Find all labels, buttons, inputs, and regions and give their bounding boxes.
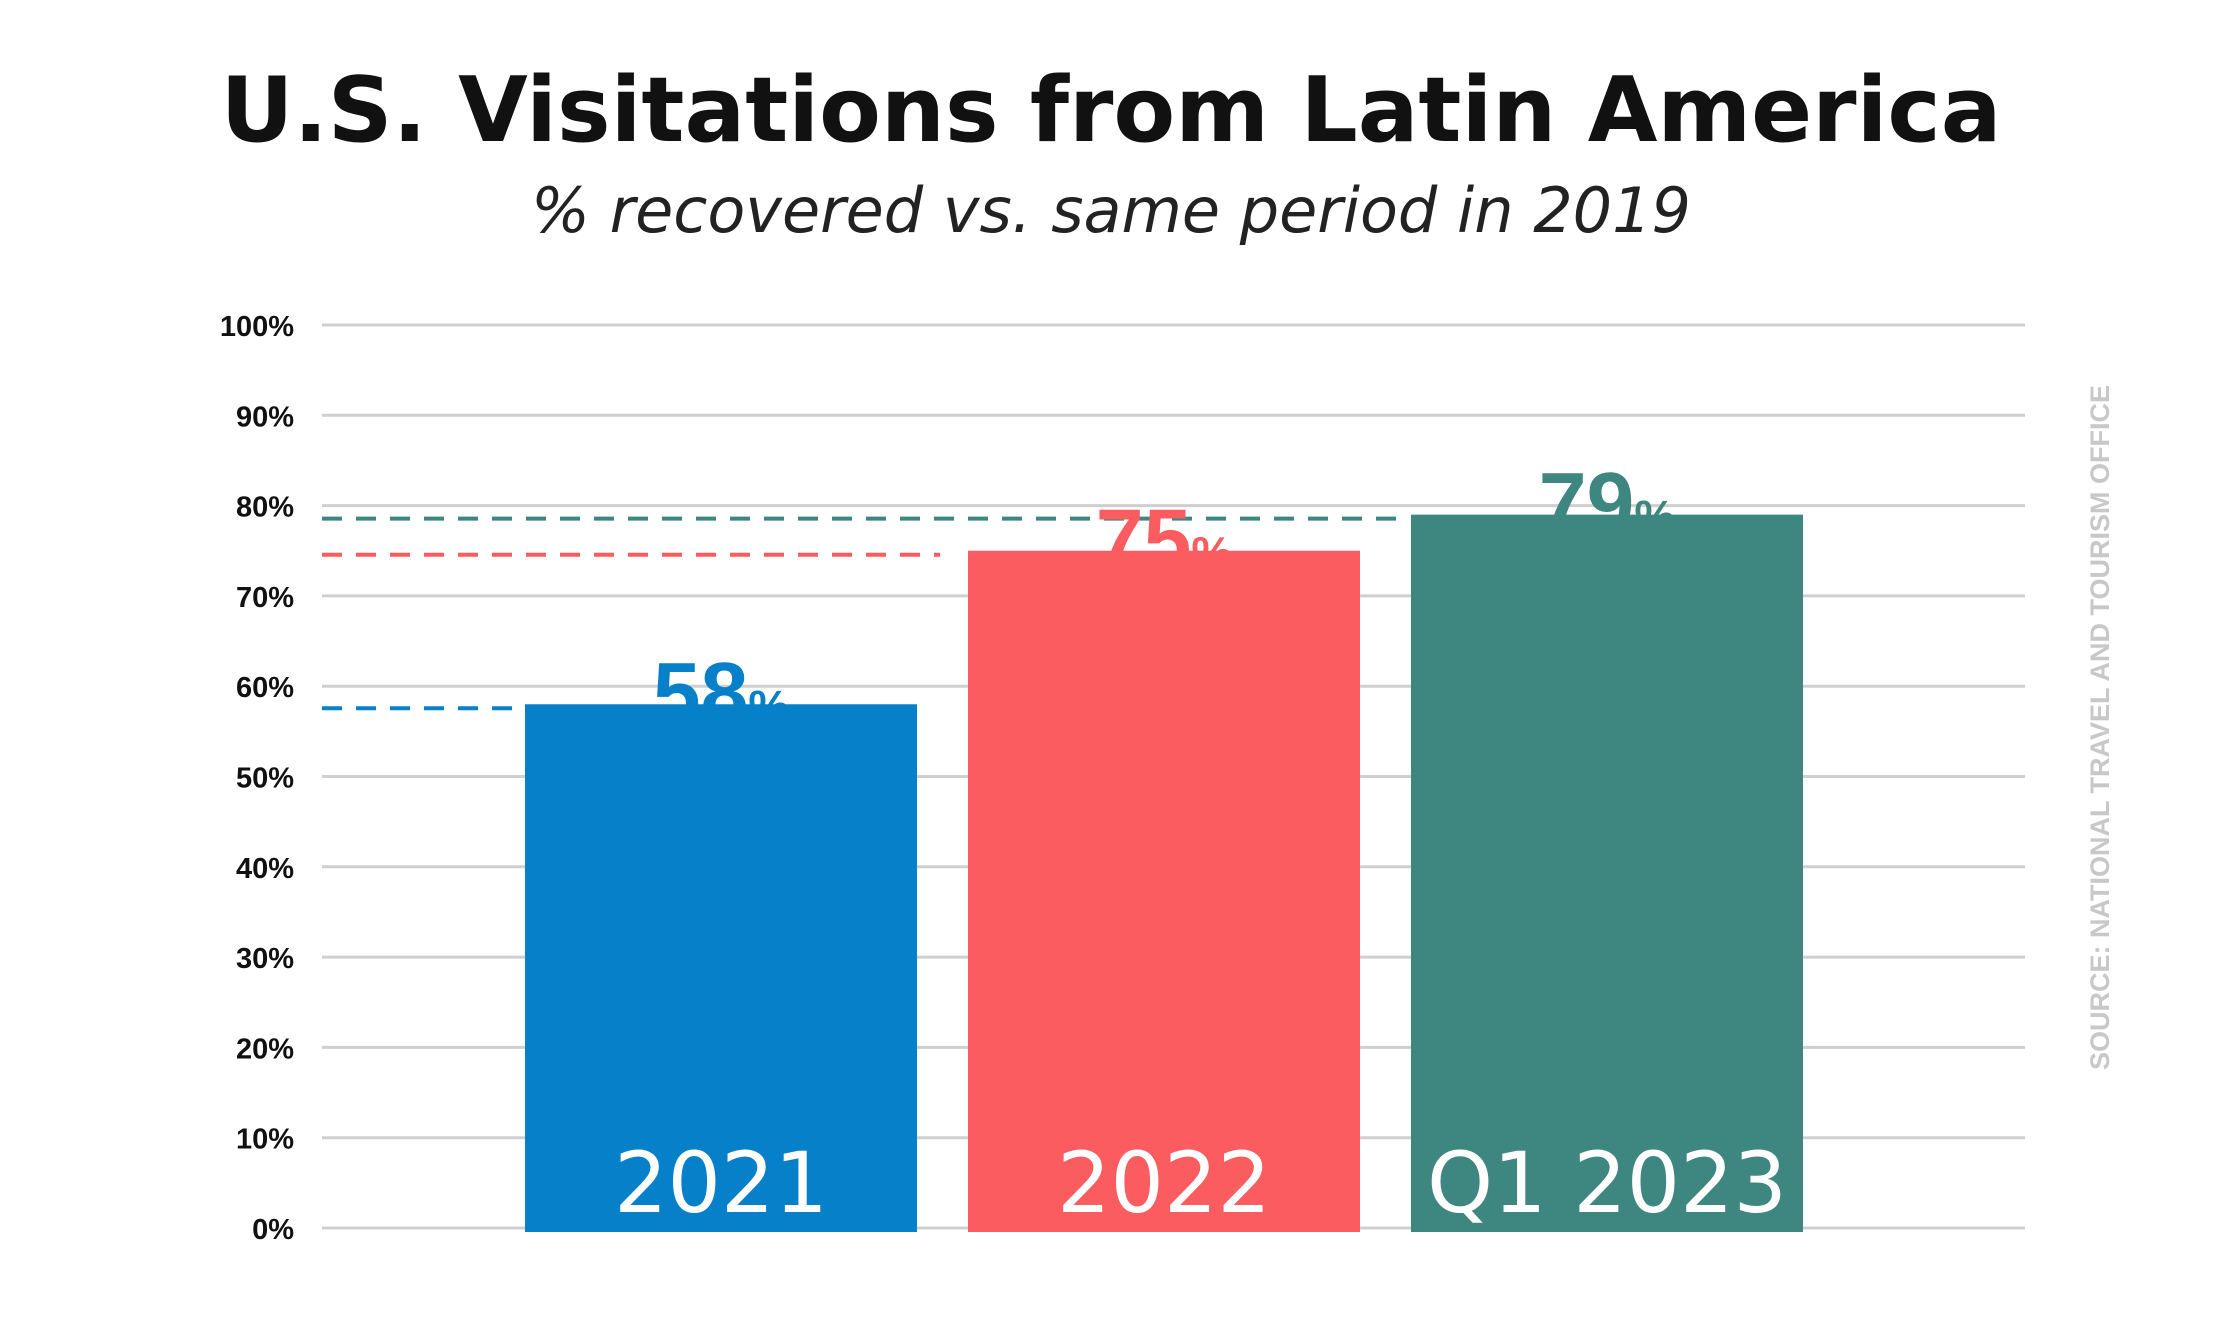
y-tick-label: 50% xyxy=(236,763,294,795)
y-tick-label: 60% xyxy=(236,672,294,704)
y-tick-label: 20% xyxy=(236,1033,294,1065)
bar xyxy=(968,550,1360,1232)
value-label: 79% xyxy=(1539,456,1676,552)
y-tick-label: 30% xyxy=(236,943,294,975)
source-note: SOURCE: NATIONAL TRAVEL AND TOURISM OFFI… xyxy=(2085,384,2115,1070)
chart-subtitle: % recovered vs. same period in 2019 xyxy=(531,174,1691,247)
bars xyxy=(525,514,1803,1232)
value-label-suffix: % xyxy=(748,680,789,732)
value-label-number: 75 xyxy=(1096,492,1192,588)
value-label-number: 58 xyxy=(653,645,749,741)
category-label: 2021 xyxy=(614,1134,828,1232)
value-label: 75% xyxy=(1096,492,1233,588)
value-label-suffix: % xyxy=(1634,491,1675,543)
y-tick-label: 10% xyxy=(236,1124,294,1156)
category-label: Q1 2023 xyxy=(1427,1134,1787,1232)
y-tick-label: 90% xyxy=(236,401,294,433)
value-label-suffix: % xyxy=(1191,527,1232,579)
category-label: 2022 xyxy=(1057,1134,1271,1232)
value-label-number: 79 xyxy=(1539,456,1635,552)
y-tick-label: 40% xyxy=(236,853,294,885)
y-tick-label: 80% xyxy=(236,492,294,524)
y-tick-label: 70% xyxy=(236,582,294,614)
y-tick-label: 100% xyxy=(220,311,294,343)
y-axis-ticks: 0% 10% 20% 30% 40% 50% 60% 70% 80% 90% 100% xyxy=(220,311,294,1246)
chart-title: U.S. Visitations from Latin America xyxy=(220,58,2002,163)
y-tick-label: 0% xyxy=(252,1214,294,1246)
category-labels: 2021 2022 Q1 2023 xyxy=(614,1134,1787,1232)
bar xyxy=(1411,514,1803,1232)
reference-lines xyxy=(322,516,1399,711)
bar xyxy=(525,704,917,1232)
value-label: 58% xyxy=(653,645,790,741)
value-labels: 58%75%79% xyxy=(653,456,1676,742)
